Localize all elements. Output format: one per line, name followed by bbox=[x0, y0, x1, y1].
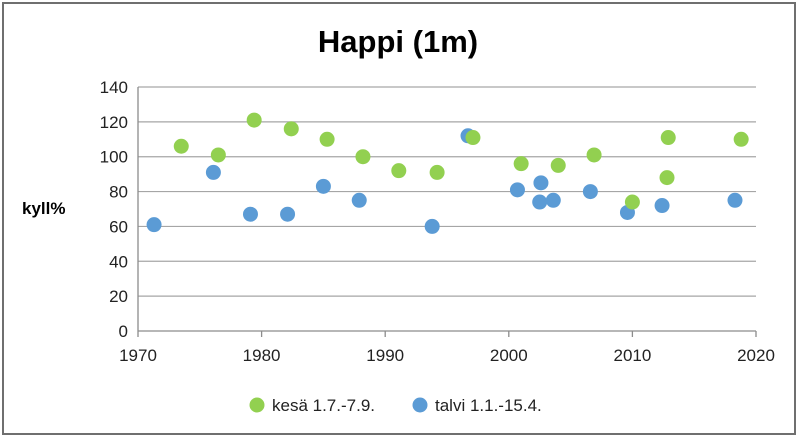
data-point bbox=[173, 138, 189, 154]
x-tick-label: 2020 bbox=[737, 346, 775, 365]
x-tick-label: 1990 bbox=[366, 346, 404, 365]
legend: kesä 1.7.-7.9. talvi 1.1.-15.4. bbox=[249, 396, 542, 415]
y-tick-label: 80 bbox=[109, 183, 128, 202]
data-point bbox=[205, 164, 221, 180]
legend-label: talvi 1.1.-15.4. bbox=[435, 396, 542, 415]
y-tick-label: 40 bbox=[109, 252, 128, 271]
data-point bbox=[513, 156, 529, 172]
y-tick-label: 100 bbox=[100, 148, 128, 167]
data-point bbox=[351, 192, 367, 208]
x-tick-label: 1970 bbox=[119, 346, 157, 365]
data-point bbox=[733, 131, 749, 147]
data-point bbox=[582, 184, 598, 200]
data-point bbox=[550, 157, 566, 173]
x-tick-label: 2000 bbox=[490, 346, 528, 365]
data-point bbox=[586, 147, 602, 163]
y-axis-label: kyll% bbox=[22, 199, 65, 218]
data-point bbox=[391, 163, 407, 179]
y-tick-label: 120 bbox=[100, 113, 128, 132]
data-point bbox=[319, 131, 335, 147]
data-point bbox=[654, 198, 670, 214]
chart-title: Happi (1m) bbox=[318, 24, 478, 59]
data-point bbox=[246, 112, 262, 128]
data-point bbox=[146, 217, 162, 233]
data-point bbox=[545, 192, 561, 208]
y-tick-label: 60 bbox=[109, 217, 128, 236]
data-point bbox=[242, 206, 258, 222]
data-point bbox=[532, 194, 548, 210]
data-point bbox=[727, 192, 743, 208]
data-point bbox=[429, 164, 445, 180]
axes bbox=[137, 87, 757, 337]
data-point bbox=[355, 149, 371, 165]
legend-marker bbox=[249, 397, 265, 413]
y-tick-label: 140 bbox=[100, 78, 128, 97]
legend-marker bbox=[412, 397, 428, 413]
data-point bbox=[465, 130, 481, 146]
data-point bbox=[424, 218, 440, 234]
x-tick-label: 1980 bbox=[243, 346, 281, 365]
data-point bbox=[533, 175, 549, 191]
y-tick-label: 20 bbox=[109, 287, 128, 306]
y-tick-label: 0 bbox=[119, 322, 128, 341]
data-point bbox=[315, 178, 331, 194]
legend-label: kesä 1.7.-7.9. bbox=[272, 396, 375, 415]
data-point bbox=[660, 130, 676, 146]
data-point bbox=[624, 194, 640, 210]
y-tick-labels: 0 20 40 60 80 100 120 140 bbox=[100, 78, 128, 341]
x-tick-label: 2010 bbox=[613, 346, 651, 365]
data-point bbox=[659, 170, 675, 186]
data-point bbox=[280, 206, 296, 222]
data-points bbox=[146, 112, 749, 234]
data-point bbox=[210, 147, 226, 163]
data-point bbox=[509, 182, 525, 198]
gridlines bbox=[138, 86, 756, 297]
x-tick-labels: 1970 1980 1990 2000 2010 2020 bbox=[119, 346, 775, 365]
chart-frame bbox=[2, 2, 796, 435]
data-point bbox=[283, 121, 299, 137]
